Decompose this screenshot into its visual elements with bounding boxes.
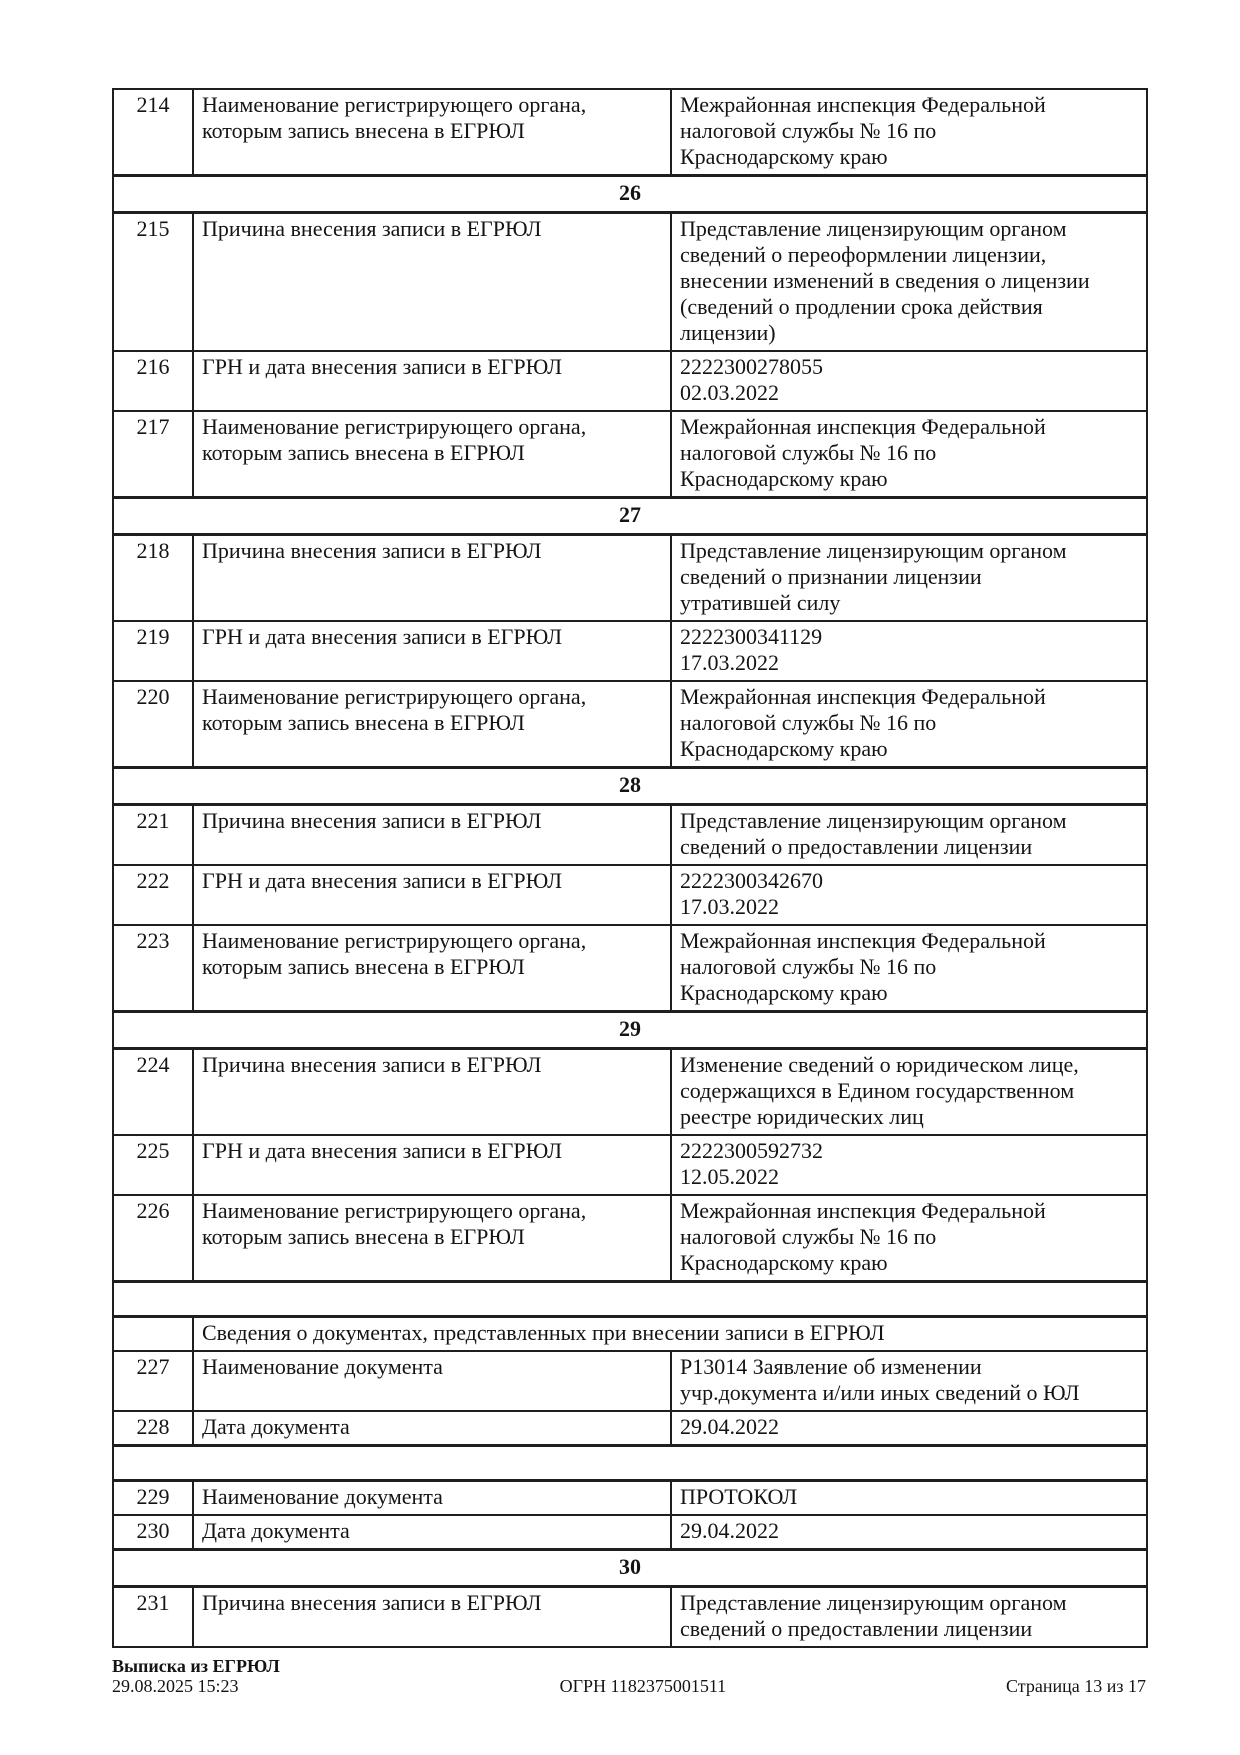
blank-row [112, 1444, 1148, 1482]
row-number: 227 [112, 1350, 194, 1412]
field-name: ГРН и дата внесения записи в ЕГРЮЛ [192, 864, 672, 926]
row-number: 230 [112, 1514, 194, 1551]
table-row: 231 Причина внесения записи в ЕГРЮЛ Предст… [112, 1585, 1148, 1648]
section-header-row: 30 [112, 1548, 1148, 1588]
section-number: 30 [112, 1548, 1148, 1588]
section-number: 29 [112, 1010, 1148, 1050]
row-number-empty [112, 1315, 194, 1352]
table-row: 223 Наименование регистрирующего органа, … [112, 924, 1148, 1013]
field-value: 29.04.2022 [670, 1514, 1148, 1551]
table-row: 218 Причина внесения записи в ЕГРЮЛ Предст… [112, 533, 1148, 622]
field-name: ГРН и дата внесения записи в ЕГРЮЛ [192, 1134, 672, 1196]
field-value: Межрайонная инспекция Федеральной налого… [670, 88, 1148, 177]
field-value: Изменение сведений о юридическом лице, с… [670, 1047, 1148, 1136]
row-number: 223 [112, 924, 194, 1013]
row-number: 218 [112, 533, 194, 622]
table-row: 227 Наименование документа Р13014 Заявлени… [112, 1350, 1148, 1412]
section-header-row: 28 [112, 766, 1148, 806]
table-row: 226 Наименование регистрирующего органа, … [112, 1194, 1148, 1283]
table-row: 215 Причина внесения записи в ЕГРЮЛ Предст… [112, 211, 1148, 352]
table-row: 217 Наименование регистрирующего органа, … [112, 410, 1148, 499]
table-row: 230 Дата документа 29.04.2022 [112, 1514, 1148, 1551]
table-row: 222 ГРН и дата внесения записи в ЕГРЮЛ 222… [112, 864, 1148, 926]
field-name: Причина внесения записи в ЕГРЮЛ [192, 211, 672, 352]
table-row: 229 Наименование документа ПРОТОКОЛ [112, 1479, 1148, 1516]
section-number: 26 [112, 174, 1148, 214]
footer-left: Выписка из ЕГРЮЛ 29.08.2025 15:23 [112, 1656, 280, 1696]
documents-header-row: Сведения о документах, представленных пр… [112, 1315, 1148, 1352]
row-number: 224 [112, 1047, 194, 1136]
row-number: 228 [112, 1410, 194, 1447]
field-name: Причина внесения записи в ЕГРЮЛ [192, 533, 672, 622]
field-value: 29.04.2022 [670, 1410, 1148, 1447]
egrul-records-table: 214 Наименование регистрирующего органа, … [112, 88, 1148, 1648]
section-number: 27 [112, 496, 1148, 536]
table-row: 224 Причина внесения записи в ЕГРЮЛ Измене… [112, 1047, 1148, 1136]
row-number: 225 [112, 1134, 194, 1196]
egrul-table-body: 214 Наименование регистрирующего органа, … [112, 88, 1148, 1648]
footer-ogrn: ОГРН 1182375001511 [559, 1676, 727, 1696]
field-name: Наименование документа [192, 1350, 672, 1412]
field-value: 2222300592732 12.05.2022 [670, 1134, 1148, 1196]
field-value: 2222300341129 17.03.2022 [670, 620, 1148, 682]
section-header-row: 26 [112, 174, 1148, 214]
field-name: Наименование документа [192, 1479, 672, 1516]
row-number: 221 [112, 803, 194, 866]
footer-page-number: Страница 13 из 17 [1006, 1676, 1146, 1696]
documents-header-label: Сведения о документах, представленных пр… [192, 1315, 1148, 1352]
row-number: 216 [112, 350, 194, 412]
field-value: Межрайонная инспекция Федеральной налого… [670, 924, 1148, 1013]
field-name: Дата документа [192, 1514, 672, 1551]
row-number: 222 [112, 864, 194, 926]
row-number: 215 [112, 211, 194, 352]
section-number: 28 [112, 766, 1148, 806]
row-number: 231 [112, 1585, 194, 1648]
row-number: 217 [112, 410, 194, 499]
field-name: ГРН и дата внесения записи в ЕГРЮЛ [192, 350, 672, 412]
table-row: 221 Причина внесения записи в ЕГРЮЛ Предст… [112, 803, 1148, 866]
row-number: 220 [112, 680, 194, 769]
section-header-row: 29 [112, 1010, 1148, 1050]
field-name: Наименование регистрирующего органа, кот… [192, 924, 672, 1013]
field-value: Представление лицензирующим органом свед… [670, 533, 1148, 622]
field-name: Дата документа [192, 1410, 672, 1447]
field-value: ПРОТОКОЛ [670, 1479, 1148, 1516]
field-value: Представление лицензирующим органом свед… [670, 803, 1148, 866]
field-value: Межрайонная инспекция Федеральной налого… [670, 1194, 1148, 1283]
field-value: Р13014 Заявление об изменении учр.докуме… [670, 1350, 1148, 1412]
blank-row [112, 1280, 1148, 1318]
section-header-row: 27 [112, 496, 1148, 536]
field-name: Причина внесения записи в ЕГРЮЛ [192, 803, 672, 866]
field-value: Межрайонная инспекция Федеральной налого… [670, 410, 1148, 499]
field-value: Межрайонная инспекция Федеральной налого… [670, 680, 1148, 769]
blank-cell [112, 1280, 1148, 1318]
field-name: Наименование регистрирующего органа, кот… [192, 410, 672, 499]
row-number: 219 [112, 620, 194, 682]
field-name: ГРН и дата внесения записи в ЕГРЮЛ [192, 620, 672, 682]
table-row: 228 Дата документа 29.04.2022 [112, 1410, 1148, 1447]
row-number: 214 [112, 88, 194, 177]
field-name: Наименование регистрирующего органа, кот… [192, 88, 672, 177]
footer-datetime: 29.08.2025 15:23 [112, 1676, 239, 1696]
field-value: Представление лицензирующим органом свед… [670, 211, 1148, 352]
blank-cell [112, 1444, 1148, 1482]
field-name: Причина внесения записи в ЕГРЮЛ [192, 1585, 672, 1648]
table-row: 225 ГРН и дата внесения записи в ЕГРЮЛ 222… [112, 1134, 1148, 1196]
footer-doc-title: Выписка из ЕГРЮЛ [112, 1656, 280, 1676]
table-row: 220 Наименование регистрирующего органа, … [112, 680, 1148, 769]
field-name: Наименование регистрирующего органа, кот… [192, 1194, 672, 1283]
page-footer: Выписка из ЕГРЮЛ 29.08.2025 15:23 ОГРН 1… [112, 1656, 1146, 1696]
field-value: 2222300278055 02.03.2022 [670, 350, 1148, 412]
table-row: 216 ГРН и дата внесения записи в ЕГРЮЛ 222… [112, 350, 1148, 412]
field-name: Причина внесения записи в ЕГРЮЛ [192, 1047, 672, 1136]
table-row: 214 Наименование регистрирующего органа, … [112, 88, 1148, 177]
row-number: 229 [112, 1479, 194, 1516]
row-number: 226 [112, 1194, 194, 1283]
table-row: 219 ГРН и дата внесения записи в ЕГРЮЛ 222… [112, 620, 1148, 682]
field-name: Наименование регистрирующего органа, кот… [192, 680, 672, 769]
field-value: Представление лицензирующим органом свед… [670, 1585, 1148, 1648]
field-value: 2222300342670 17.03.2022 [670, 864, 1148, 926]
